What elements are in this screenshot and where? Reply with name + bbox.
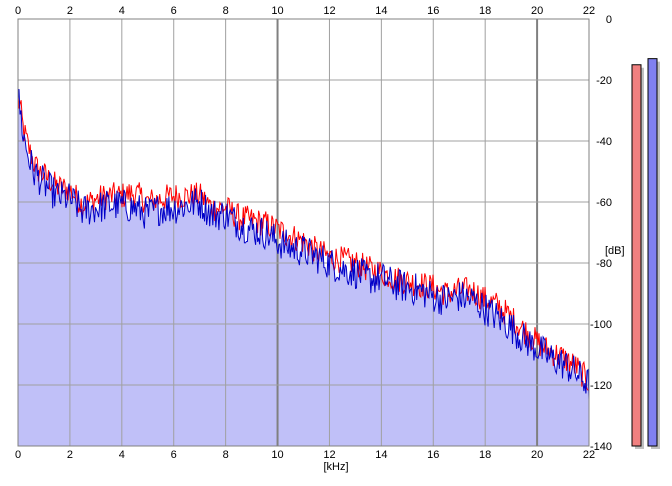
x-tick-label-top: 14 xyxy=(375,5,387,17)
x-tick-label-bottom: 16 xyxy=(427,449,439,461)
y-tick-label: -80 xyxy=(596,258,612,270)
x-tick-label-bottom: 8 xyxy=(223,449,229,461)
y-tick-label: -120 xyxy=(590,380,612,392)
y-tick-label: -140 xyxy=(590,441,612,453)
x-tick-label-top: 6 xyxy=(171,5,177,17)
x-tick-label-bottom: 14 xyxy=(375,449,387,461)
x-tick-label-top: 22 xyxy=(583,5,595,17)
x-tick-label-top: 0 xyxy=(15,5,21,17)
level-meter-bar xyxy=(631,64,642,447)
x-tick-label-bottom: 22 xyxy=(583,449,595,461)
y-axis-label: [dB] xyxy=(605,245,625,257)
spectrum-fill-area xyxy=(18,89,589,446)
y-tick-label: -100 xyxy=(590,319,612,331)
x-tick-label-top: 2 xyxy=(67,5,73,17)
x-tick-label-top: 4 xyxy=(119,5,125,17)
x-tick-label-top: 12 xyxy=(323,5,335,17)
level-meters xyxy=(631,58,660,450)
x-tick-label-bottom: 2 xyxy=(67,449,73,461)
x-tick-label-bottom: 12 xyxy=(323,449,335,461)
x-tick-label-top: 18 xyxy=(479,5,491,17)
x-tick-label-bottom: 4 xyxy=(119,449,125,461)
y-tick-label: -40 xyxy=(596,136,612,148)
left-channel-line xyxy=(17,93,590,391)
x-tick-label-bottom: 6 xyxy=(171,449,177,461)
level-meter-bar xyxy=(647,58,658,447)
spectrum-area xyxy=(18,89,589,446)
x-tick-label-bottom: 10 xyxy=(271,449,283,461)
x-tick-label-top: 20 xyxy=(531,5,543,17)
x-tick-label-bottom: 0 xyxy=(15,449,21,461)
x-tick-label-bottom: 18 xyxy=(479,449,491,461)
x-tick-label-bottom: 20 xyxy=(531,449,543,461)
x-tick-label-top: 16 xyxy=(427,5,439,17)
x-axis-label: [kHz] xyxy=(323,461,348,473)
y-tick-label: -20 xyxy=(596,75,612,87)
x-tick-label-top: 8 xyxy=(223,5,229,17)
channel-lines xyxy=(17,89,590,400)
y-tick-label: 0 xyxy=(606,14,612,26)
plot-frame xyxy=(17,18,590,447)
right-channel-line xyxy=(17,89,590,400)
y-tick-label: -60 xyxy=(596,197,612,209)
x-tick-label-top: 10 xyxy=(271,5,283,17)
axis-tick-labels: 002244668810101212141416161818202022220-… xyxy=(15,5,612,461)
